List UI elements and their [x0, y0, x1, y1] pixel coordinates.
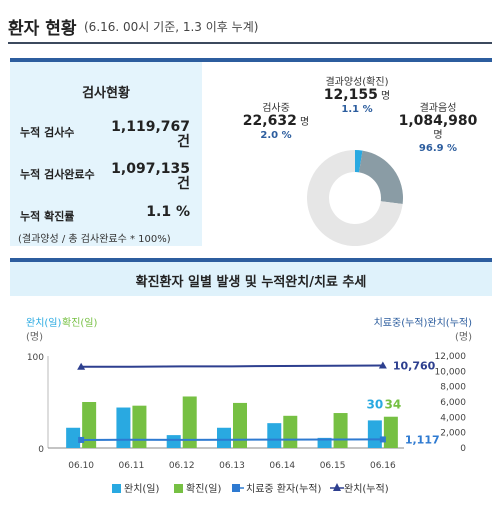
- right-axis-label: 치료중(누적)완치(누적): [374, 317, 473, 329]
- x-tick-06.12: 06.12: [169, 461, 195, 471]
- x-tick-06.10: 06.10: [68, 461, 94, 471]
- x-tick-06.14: 06.14: [269, 461, 295, 471]
- label-recovered-cum-last: 10,760: [393, 360, 436, 373]
- right-tick-2: 4,000: [440, 413, 466, 423]
- point-treating-06.10: [78, 436, 85, 443]
- legend-label-0: 완치(일): [124, 483, 160, 495]
- stat-value-tests: 1,119,767 건: [111, 120, 190, 150]
- right-axis-unit: (명): [455, 331, 472, 343]
- legend-swatch-0: [112, 484, 121, 493]
- testing-label: 검사중: [262, 103, 290, 114]
- x-tick-06.13: 06.13: [219, 461, 245, 471]
- bar-recovered-daily-06.11: [116, 407, 131, 448]
- bar-confirmed-daily-06.15: [333, 413, 348, 448]
- right-tick-5: 10,000: [435, 367, 467, 377]
- right-tick-4: 8,000: [440, 383, 466, 393]
- stats-title: 검사현황: [82, 86, 130, 101]
- testing-pct: 2.0 %: [260, 130, 292, 141]
- point-recovered-cum-06.10: [77, 362, 86, 370]
- negative-pct: 96.9 %: [418, 143, 458, 154]
- trend-header: 확진환자 일별 발생 및 누적완치/치료 추세: [10, 262, 492, 296]
- page-header: 환자 현황 (6.16. 00시 기준, 1.3 이후 누계): [8, 12, 492, 42]
- stat-label-rate: 누적 확진률: [20, 210, 75, 223]
- right-tick-3: 6,000: [440, 398, 466, 408]
- donut-slice-negative: [307, 150, 403, 246]
- bar-confirmed-daily-06.14: [283, 415, 298, 448]
- label-recovered-daily-last: 30: [367, 397, 384, 411]
- legend-swatch-3: [333, 483, 341, 491]
- bar-recovered-daily-06.16: [367, 420, 382, 448]
- right-tick-0: 0: [460, 444, 466, 454]
- label-confirmed-daily-last: 34: [385, 398, 402, 412]
- test-result-donut: [307, 150, 403, 246]
- line-treating-cumulative: [81, 438, 383, 441]
- positive-pct: 1.1 %: [341, 104, 373, 115]
- pie-area: 결과양성(확진) 12,155 명 1.1 % 검사중 22,632 명 2.0…: [202, 62, 492, 246]
- chart-title: 확진환자 일별 발생 및 누적완치/치료 추세: [135, 275, 367, 290]
- page-subtitle: (6.16. 00시 기준, 1.3 이후 누계): [84, 20, 259, 34]
- pie-label-testing: 검사중 22,632 명 2.0 %: [236, 102, 316, 142]
- stat-unit-completed: 건: [177, 176, 190, 192]
- legend-label-3: 완치(누적): [344, 483, 389, 495]
- stats-note: (결과양성 / 총 검사완료수 * 100%): [18, 234, 171, 245]
- test-status-panel: 검사현황 누적 검사수 1,119,767 건 누적 검사완료수 1,097,1…: [10, 58, 492, 246]
- legend-swatch-2: [232, 484, 240, 492]
- x-tick-06.16: 06.16: [370, 461, 396, 471]
- pie-label-negative: 결과음성 1,084,980 명 96.9 %: [388, 102, 488, 155]
- bar-recovered-daily-06.15: [317, 437, 332, 448]
- bar-confirmed-daily-06.10: [82, 402, 97, 448]
- bar-confirmed-daily-06.13: [233, 402, 247, 448]
- positive-value: 12,155: [323, 87, 378, 103]
- right-tick-6: 12,000: [435, 352, 467, 362]
- x-tick-06.15: 06.15: [320, 461, 346, 471]
- legend-label-1: 확진(일): [186, 483, 222, 495]
- left-axis-label-confirmed: 확진(일): [62, 317, 98, 329]
- point-recovered-cum-06.16: [378, 361, 387, 369]
- header-divider: [8, 42, 492, 44]
- left-axis-label-recovered: 완치(일): [26, 317, 62, 329]
- donut-slice-positive: [355, 150, 363, 173]
- stat-value-rate: 1.1 %: [146, 204, 190, 220]
- bar-recovered-daily-06.13: [217, 427, 231, 448]
- testing-value: 22,632: [242, 113, 297, 129]
- testing-unit: 명: [300, 117, 310, 128]
- stat-unit-tests: 건: [177, 134, 190, 150]
- left-tick-1: 100: [27, 353, 44, 363]
- point-treating-06.16: [379, 436, 386, 443]
- legend-swatch-1: [174, 484, 183, 493]
- positive-label: 결과양성(확진): [325, 77, 389, 88]
- trend-chart: 완치(일) 확진(일)(명)치료중(누적)완치(누적)(명)010002,0004…: [26, 317, 473, 495]
- bar-recovered-daily-06.10: [66, 427, 81, 448]
- bar-confirmed-daily-06.11: [132, 405, 147, 448]
- stat-value-completed: 1,097,135 건: [111, 162, 190, 192]
- x-tick-06.11: 06.11: [119, 461, 145, 471]
- donut-slice-testing: [359, 150, 403, 205]
- label-treating-last: 1,117: [405, 433, 440, 446]
- stat-number-tests: 1,119,767: [111, 119, 190, 135]
- bar-confirmed-daily-06.12: [182, 396, 197, 448]
- negative-unit: 명: [433, 130, 443, 141]
- positive-unit: 명: [381, 91, 391, 102]
- left-axis-unit: (명): [26, 331, 43, 343]
- stat-label-completed: 누적 검사완료수: [20, 168, 95, 181]
- left-tick-0: 0: [38, 445, 44, 455]
- right-tick-1: 2,000: [440, 429, 466, 439]
- stat-number-completed: 1,097,135: [111, 161, 190, 177]
- test-stats-box: 검사현황 누적 검사수 1,119,767 건 누적 검사완료수 1,097,1…: [10, 62, 202, 246]
- bar-confirmed-daily-06.16: [383, 416, 398, 448]
- stat-label-tests: 누적 검사수: [20, 126, 75, 139]
- pie-label-positive: 결과양성(확진) 12,155 명 1.1 %: [302, 76, 412, 116]
- negative-value: 1,084,980: [398, 113, 478, 129]
- legend-label-2: 치료중 환자(누적): [246, 483, 321, 495]
- line-recovered-cumulative: [81, 364, 383, 368]
- negative-label: 결과음성: [419, 103, 457, 114]
- trend-panel: 확진환자 일별 발생 및 누적완치/치료 추세 완치(일) 확진(일) (명) 치료중…: [10, 258, 492, 510]
- bar-recovered-daily-06.14: [267, 423, 282, 448]
- bar-recovered-daily-06.12: [166, 435, 181, 448]
- page-title: 환자 현황: [8, 19, 77, 39]
